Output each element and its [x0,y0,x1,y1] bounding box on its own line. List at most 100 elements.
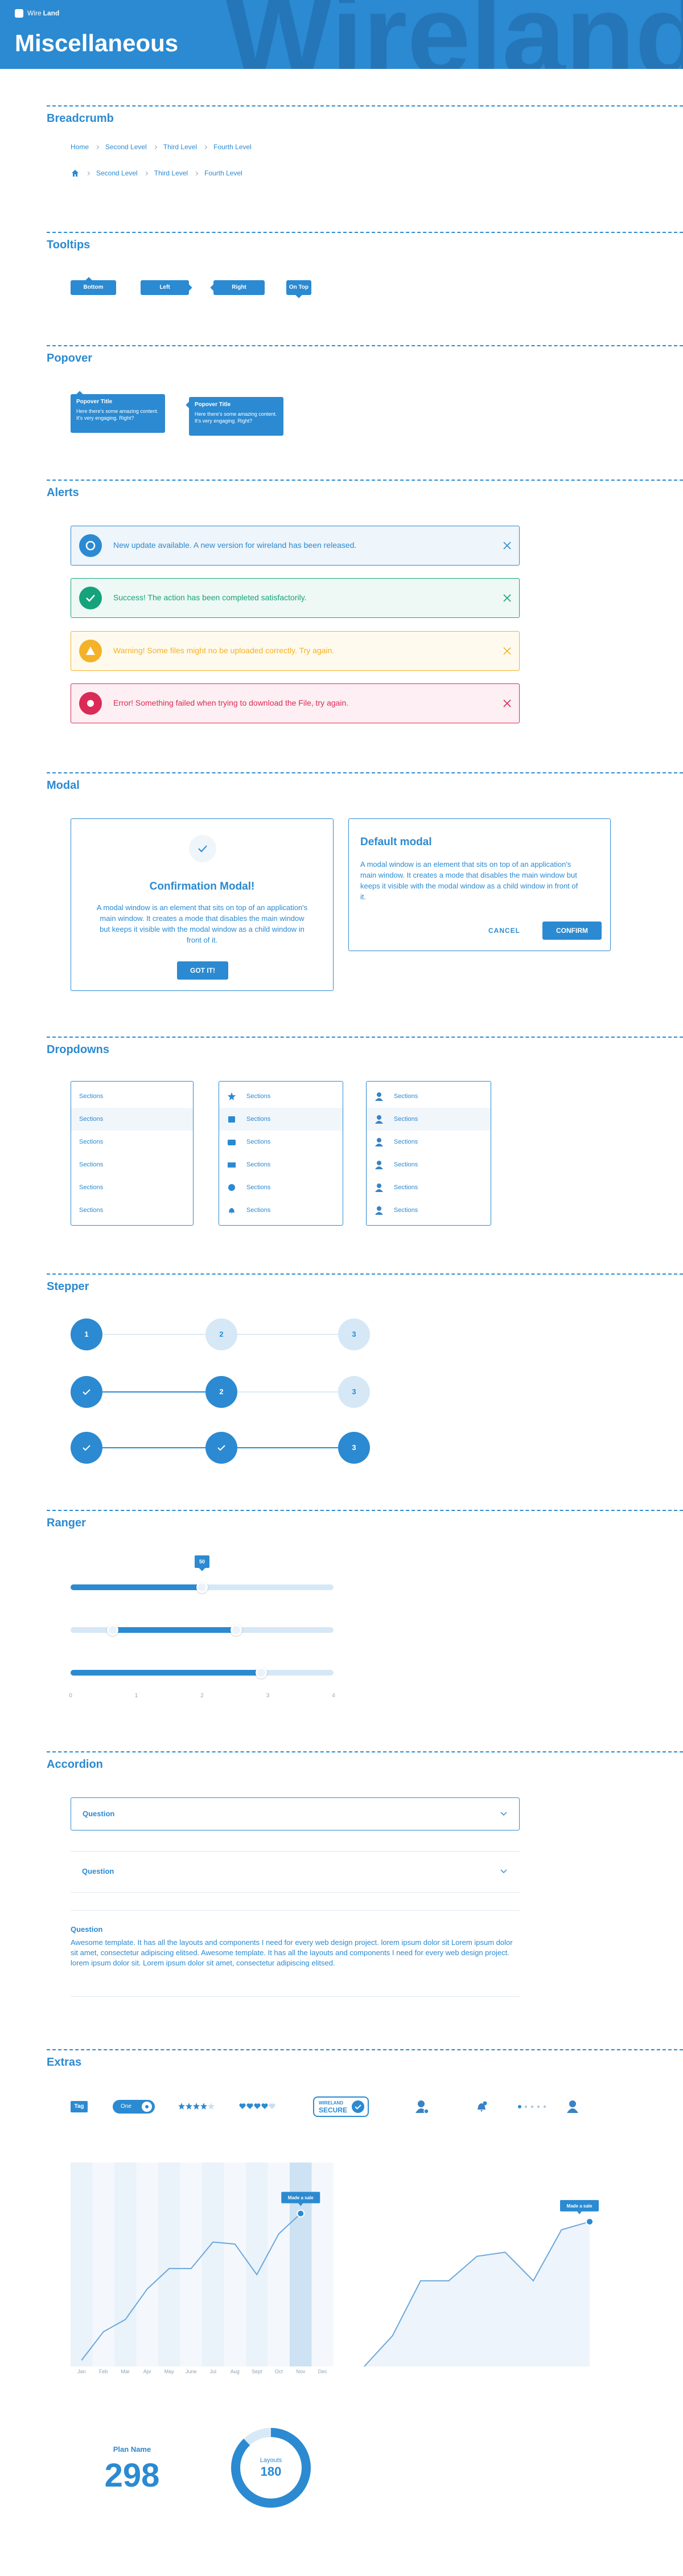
dropdown-item[interactable]: Sections [219,1199,343,1222]
check-icon [198,845,207,853]
dropdown-icon [375,1092,383,1101]
close-icon [503,647,511,655]
accordion-answer: Awesome template. It has all the layouts… [71,1938,513,1967]
slider-handle[interactable] [106,1624,118,1636]
dropdown-item[interactable]: Sections [71,1108,193,1131]
home-icon [72,170,79,177]
section-title: Breadcrumb [47,112,114,125]
accordion-question[interactable]: Question [82,1867,114,1875]
x-tick-label: Dec [318,2369,328,2374]
tooltip-text: On Top [289,284,309,290]
dropdown-item[interactable]: Sections [367,1176,491,1199]
section-title: Dropdowns [47,1043,109,1056]
breadcrumb-item[interactable]: Third Level [154,169,188,177]
dropdown-item[interactable]: Sections [71,1131,193,1153]
avatar-head [569,2100,576,2107]
dropdown-item[interactable]: Sections [71,1153,193,1176]
dropdown-item[interactable]: Sections [367,1199,491,1222]
accordion-question: Question [83,1809,115,1818]
dropdown-icon [228,1140,236,1145]
dropdown-text: Sections [394,1138,418,1145]
section-title: Modal [47,779,80,792]
bell-badge [483,2101,487,2106]
dropdown-item[interactable]: Sections [71,1176,193,1199]
accordion-question[interactable]: Question [71,1925,103,1934]
column-band [158,2163,180,2366]
alert-close[interactable] [503,542,511,550]
dropdown-item[interactable]: Sections [367,1131,491,1153]
dropdown-item[interactable]: Sections [219,1131,343,1153]
dropdown-item[interactable]: Sections [71,1085,193,1108]
alert-close[interactable] [503,594,511,602]
line-chart: Jan Feb Mar Apr May June Jul Aug Sept Oct Nov Dec Ma… [71,2163,334,2374]
dropdown-text: Sections [394,1207,418,1214]
breadcrumb-item[interactable]: Fourth Level [204,169,242,177]
dropdown-item[interactable]: Sections [71,1199,193,1222]
x-tick-label: Aug [231,2369,240,2374]
rating-heart [246,2103,253,2109]
rating [178,2103,215,2110]
step: 2 [205,1376,237,1408]
dropdown-icon [229,1208,234,1214]
modal: Confirmation Modal! A modal window is an … [71,818,334,991]
column-band [92,2163,114,2366]
dropdown-icon [375,1161,383,1169]
section-title: Extras [47,2056,82,2069]
slider-tick-label: 2 [200,1693,204,1699]
step-done [71,1376,102,1408]
toggle[interactable]: One [113,2100,155,2114]
tooltip: Bottom [71,277,116,295]
dropdown-item[interactable]: Sections [219,1153,343,1176]
modal-text: A modal window is an element that sits o… [360,860,578,901]
dropdown-text: Sections [246,1093,271,1100]
popover: Popover Title Here there's some amazing c… [186,397,283,436]
alert-close[interactable] [503,647,511,655]
dropdown-text: Sections [246,1116,271,1123]
badge: WIRELAND SECURE [313,2096,369,2117]
modal-cancel[interactable]: CANCEL [488,927,520,935]
x-tick-label: May [164,2369,175,2374]
dropdown: Sections Sections Sections Sections Sections… [366,1081,491,1226]
breadcrumb-item[interactable]: Home [71,143,89,151]
alert-text: Error! Something failed when trying to d… [113,698,349,707]
dropdown-item[interactable]: Sections [219,1108,343,1131]
dropdown-item[interactable]: Sections [367,1153,491,1176]
section-divider [47,1510,683,1511]
donut-value: 180 [261,2464,282,2479]
avatar-body [375,1166,383,1169]
donut-arc [231,2428,311,2508]
slider-handle[interactable] [231,1624,242,1636]
glyph [87,700,94,707]
popover-arrow [186,402,192,408]
alert-close[interactable] [503,699,511,707]
alert-glyph [87,700,94,707]
dropdown-item[interactable]: Sections [219,1085,343,1108]
dropdown-icon [375,1138,383,1146]
breadcrumb-item[interactable]: Fourth Level [213,143,252,151]
breadcrumb-item[interactable]: Second Level [96,169,138,177]
dropdown-item[interactable]: Sections [219,1176,343,1199]
step-done [205,1432,237,1464]
breadcrumb-item[interactable]: Second Level [105,143,147,151]
modal-confirm[interactable]: CONFIRM [542,922,602,940]
x-tick-label: Feb [99,2369,108,2374]
dropdown-item[interactable]: Sections [367,1085,491,1108]
rating-heart [239,2103,246,2109]
slider-fill [71,1584,202,1590]
menu-icon [228,1116,235,1123]
section-title: Accordion [47,1758,103,1771]
slider-tick-label: 1 [134,1693,138,1699]
bell-shape [478,2103,485,2112]
slider-handle[interactable] [255,1667,267,1678]
modal-button[interactable]: GOT IT! [177,961,228,980]
accordion-item[interactable]: Question [71,1797,520,1830]
dropdown-text: Sections [246,1184,271,1191]
slider-tooltip: 50 [195,1555,209,1571]
step-connector [102,1334,205,1335]
alert: Error! Something failed when trying to d… [71,683,520,723]
chart-point [297,2209,305,2218]
breadcrumb-item[interactable]: Third Level [163,143,198,151]
dropdown-item[interactable]: Sections [367,1108,491,1131]
step-connector [237,1391,338,1393]
slider-handle[interactable] [196,1582,208,1593]
